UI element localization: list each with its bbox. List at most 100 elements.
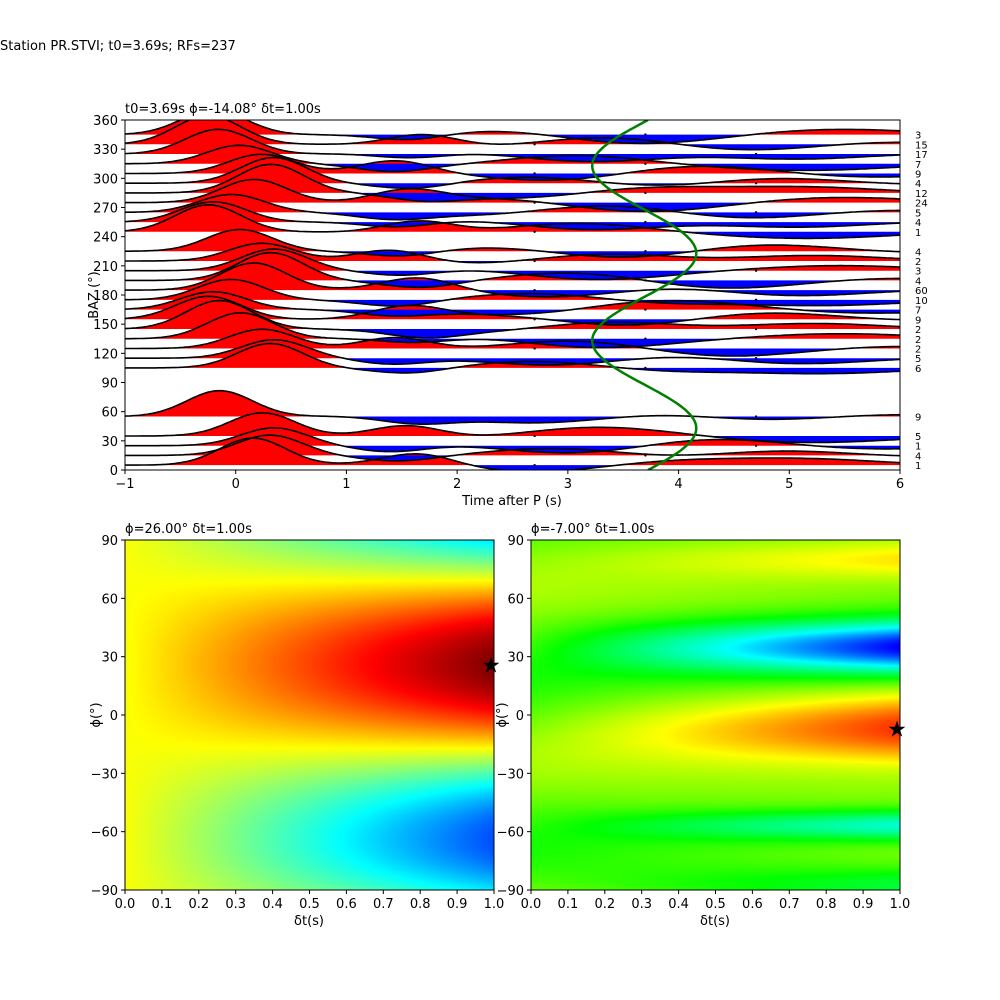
grid-left-ticks: 0.0 0.1 0.2 0.3 0.4 0.5 0.6 0.7 0.8 0.9 1.0 −90 −60 −… bbox=[91, 534, 505, 912]
rf-trace-negative-fill bbox=[125, 222, 900, 230]
rf-ytick-label: 210 bbox=[93, 260, 118, 275]
grid-right-title: ϕ=-7.00° δt=1.00s bbox=[531, 522, 655, 537]
rf-trace-line bbox=[125, 299, 900, 339]
rf-trace-positive-fill bbox=[125, 427, 900, 446]
rf-trace-marker bbox=[644, 162, 647, 165]
rf-trace-line bbox=[125, 201, 900, 231]
rf-panel: t0=3.69s ϕ=-14.08° δt=1.00s −1 0 1 2 3 4 5 6030… bbox=[87, 102, 928, 509]
rf-trace-marker bbox=[754, 269, 758, 272]
rf-trace-marker bbox=[754, 444, 758, 447]
heat-xtick-label: 0.6 bbox=[742, 897, 763, 912]
heat-xtick-label: 0.1 bbox=[152, 897, 173, 912]
grid-right-ticks: 0.0 0.1 0.2 0.3 0.4 0.5 0.6 0.7 0.8 0.9 1.0 −90 −60 −… bbox=[497, 534, 911, 912]
rf-panel-title: t0=3.69s ϕ=-14.08° δt=1.00s bbox=[125, 102, 321, 117]
rf-trace-negative-fill bbox=[125, 144, 900, 150]
grid-left-ylabel: ϕ(°) bbox=[89, 702, 104, 727]
heat-ytick-label: 0 bbox=[516, 709, 524, 724]
rf-trace-line bbox=[125, 389, 900, 425]
rf-trace-line bbox=[125, 342, 900, 375]
rf-trace-line bbox=[125, 295, 900, 326]
rf-trace-positive-fill bbox=[125, 390, 900, 417]
rf-ytick-label: 300 bbox=[93, 172, 118, 187]
rf-trace-negative-fill bbox=[125, 134, 900, 144]
heat-ytick-label: −90 bbox=[91, 884, 118, 899]
rf-trace-negative-fill bbox=[125, 367, 900, 374]
rf-trace-positive-fill bbox=[125, 243, 900, 261]
rf-trace-marker bbox=[754, 327, 758, 331]
heat-xtick-label: 0.2 bbox=[594, 897, 615, 912]
rf-trace-marker bbox=[754, 356, 758, 360]
heat-xtick-label: 0.4 bbox=[668, 897, 689, 912]
rf-xtick-label: 2 bbox=[453, 477, 461, 492]
rf-trace-positive-fill bbox=[125, 412, 900, 436]
heat-xtick-label: 0.2 bbox=[188, 897, 209, 912]
figure-suptitle: Station PR.STVI; t0=3.69s; RFs=237 bbox=[0, 39, 236, 54]
rf-t0-curve bbox=[590, 120, 698, 470]
heat-xtick-label: 0.9 bbox=[447, 897, 468, 912]
rf-trace-count: 9 bbox=[915, 315, 921, 326]
grid-left-title: ϕ=26.00° δt=1.00s bbox=[125, 522, 252, 537]
rf-trace-line bbox=[125, 339, 900, 366]
rf-trace-line bbox=[125, 163, 900, 203]
rf-ytick-label: 30 bbox=[101, 435, 118, 450]
rf-trace-line bbox=[125, 178, 900, 213]
rf-trace-count: 4 bbox=[915, 218, 921, 229]
grid-left-best-star: ★ bbox=[481, 653, 501, 678]
rf-trace-marker bbox=[644, 220, 647, 224]
rf-trace-positive-fill bbox=[125, 339, 900, 359]
rf-trace-count: 15 bbox=[915, 140, 928, 151]
heat-xtick-label: 0.7 bbox=[373, 897, 394, 912]
rf-trace-positive-fill bbox=[125, 249, 900, 271]
rf-trace-count: 24 bbox=[915, 199, 928, 210]
rf-trace-count: 4 bbox=[915, 451, 921, 462]
rf-plot-area bbox=[125, 120, 900, 470]
rf-trace-marker bbox=[644, 454, 647, 457]
rf-trace-negative-fill bbox=[125, 309, 900, 317]
rf-trace-negative-fill bbox=[125, 348, 900, 356]
heat-xtick-label: 0.3 bbox=[631, 897, 652, 912]
heat-xtick-label: 0.6 bbox=[336, 897, 357, 912]
rf-ytick-label: 330 bbox=[93, 143, 118, 158]
rf-trace-count: 2 bbox=[915, 257, 921, 268]
grid-right-best-star: ★ bbox=[887, 718, 907, 743]
rf-trace-count: 2 bbox=[915, 325, 921, 336]
rf-trace-line bbox=[125, 128, 900, 163]
rf-trace-positive-fill bbox=[125, 252, 900, 281]
rf-trace-positive-fill bbox=[125, 154, 900, 174]
rf-ytick-label: 180 bbox=[93, 289, 118, 304]
rf-trace-line bbox=[125, 242, 900, 264]
rf-ytick-label: 90 bbox=[101, 377, 118, 392]
rf-trace-marker bbox=[533, 201, 536, 204]
rf-ytick-label: 120 bbox=[93, 347, 118, 362]
rf-xlabel: Time after P (s) bbox=[461, 494, 562, 509]
rf-xtick-label: 6 bbox=[896, 477, 904, 492]
rf-trace-count: 1 bbox=[915, 228, 921, 239]
rf-trace-negative-fill bbox=[125, 270, 900, 280]
rf-trace-positive-fill bbox=[125, 435, 900, 456]
grid-left-xlabel: δt(s) bbox=[294, 914, 324, 929]
rf-trace-count: 5 bbox=[915, 354, 921, 365]
rf-trace-marker bbox=[644, 308, 647, 311]
heat-ytick-label: −60 bbox=[91, 826, 118, 841]
heat-xtick-label: 0.4 bbox=[262, 897, 283, 912]
rf-trace-positive-fill bbox=[125, 291, 900, 310]
rf-ytick-label: 360 bbox=[93, 114, 118, 129]
heat-xtick-label: 0.0 bbox=[115, 897, 136, 912]
grid-right-xlabel: δt(s) bbox=[700, 914, 730, 929]
rf-ytick-label: 0 bbox=[110, 464, 118, 479]
rf-trace-count: 3 bbox=[915, 267, 921, 278]
heat-ytick-label: 30 bbox=[507, 651, 524, 666]
grid-right-ylabel: ϕ(°) bbox=[495, 702, 510, 727]
rf-xtick-label: 3 bbox=[564, 477, 572, 492]
rf-trace-negative-fill bbox=[125, 212, 900, 220]
grid-search-right-panel: ϕ=-7.00° δt=1.00s 0.0 0.1 0.2 0.3 0.4 0.5 0.6 0… bbox=[495, 522, 910, 929]
rf-trace-line bbox=[125, 291, 900, 317]
rf-trace-positive-fill bbox=[125, 343, 900, 368]
rf-trace-marker bbox=[644, 279, 647, 282]
rf-trace-marker bbox=[754, 211, 758, 214]
heat-ytick-label: 60 bbox=[101, 592, 118, 607]
heat-xtick-label: 0.0 bbox=[521, 897, 542, 912]
rf-trace-marker bbox=[644, 366, 647, 370]
